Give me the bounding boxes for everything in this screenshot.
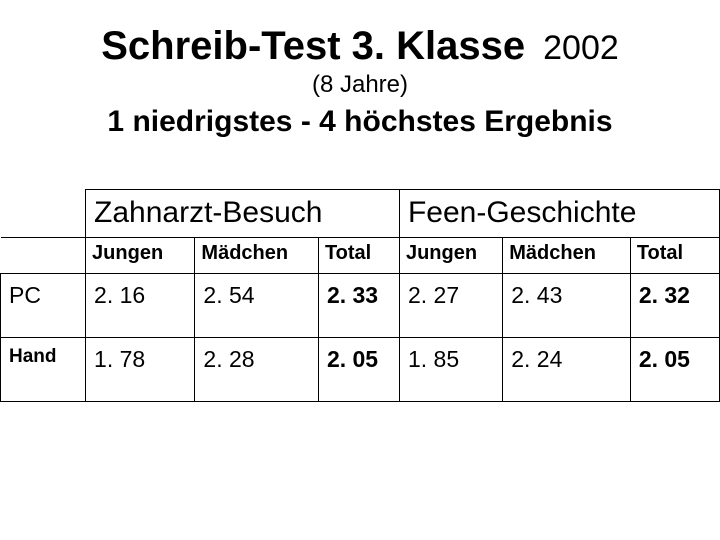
value-cell: 2. 33 <box>318 274 399 338</box>
row-label-hand: Hand <box>1 338 86 402</box>
sub-header: Jungen <box>399 238 502 274</box>
title-line: Schreib-Test 3. Klasse 2002 <box>0 24 720 69</box>
value-cell: 2. 54 <box>195 274 319 338</box>
subtitle: (8 Jahre) <box>0 71 720 99</box>
blank-cell <box>1 238 86 274</box>
sub-header: Total <box>318 238 399 274</box>
sub-header: Total <box>630 238 719 274</box>
table-row: PC 2. 16 2. 54 2. 33 2. 27 2. 43 2. 32 <box>1 274 720 338</box>
value-cell: 1. 78 <box>86 338 195 402</box>
row-label-pc: PC <box>1 274 86 338</box>
table-row: Hand 1. 78 2. 28 2. 05 1. 85 2. 24 2. 05 <box>1 338 720 402</box>
group-header-row: Zahnarzt-Besuch Feen-Geschichte <box>1 190 720 238</box>
value-cell: 2. 28 <box>195 338 319 402</box>
value-cell: 2. 27 <box>399 274 502 338</box>
value-cell: 2. 16 <box>86 274 195 338</box>
sub-header-row: Jungen Mädchen Total Jungen Mädchen Tota… <box>1 238 720 274</box>
value-cell: 2. 43 <box>503 274 631 338</box>
year-label: 2002 <box>543 29 619 68</box>
value-cell: 2. 32 <box>630 274 719 338</box>
scale-note: 1 niedrigstes - 4 höchstes Ergebnis <box>0 105 720 139</box>
blank-cell <box>1 190 86 238</box>
value-cell: 2. 05 <box>318 338 399 402</box>
group-header-2: Feen-Geschichte <box>399 190 719 238</box>
page-title: Schreib-Test 3. Klasse <box>101 24 525 69</box>
value-cell: 1. 85 <box>399 338 502 402</box>
group-header-1: Zahnarzt-Besuch <box>86 190 400 238</box>
page: Schreib-Test 3. Klasse 2002 (8 Jahre) 1 … <box>0 0 720 540</box>
results-table: Zahnarzt-Besuch Feen-Geschichte Jungen M… <box>0 189 720 402</box>
header: Schreib-Test 3. Klasse 2002 (8 Jahre) 1 … <box>0 24 720 139</box>
sub-header: Mädchen <box>503 238 631 274</box>
value-cell: 2. 05 <box>630 338 719 402</box>
sub-header: Jungen <box>86 238 195 274</box>
value-cell: 2. 24 <box>503 338 631 402</box>
sub-header: Mädchen <box>195 238 319 274</box>
